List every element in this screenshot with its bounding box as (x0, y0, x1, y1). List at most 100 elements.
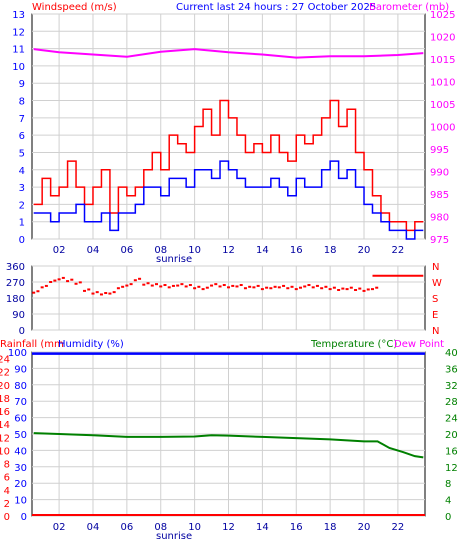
humidity-tick: 0 (21, 512, 27, 523)
direction-point (104, 292, 108, 295)
compass-label: E (432, 310, 438, 321)
direction-point (341, 287, 345, 290)
windspeed-tick: 4 (19, 166, 25, 177)
direction-point (214, 283, 218, 286)
temperature-tick: 36 (445, 364, 458, 375)
direction-point (133, 279, 137, 282)
x-tick-label: 20 (358, 245, 371, 256)
direction-point (188, 284, 192, 287)
direction-point (40, 286, 44, 289)
windspeed-tick: 13 (12, 10, 25, 21)
x-tick-label: 06 (120, 522, 133, 533)
direction-point (95, 291, 99, 294)
windspeed-tick: 10 (12, 62, 25, 73)
direction-point (366, 288, 370, 291)
direction-point (243, 287, 247, 290)
direction-point (218, 285, 222, 288)
direction-point (32, 291, 36, 294)
direction-point (197, 285, 201, 288)
windspeed-tick: 1 (19, 218, 25, 229)
direction-point (282, 284, 286, 287)
x-tick-label: 14 (256, 245, 269, 256)
direction-point (332, 286, 336, 289)
temperature-tick: 40 (445, 348, 458, 359)
humidity-rain-tick-labels: 0102030405060708090100024681012141618202… (0, 348, 27, 523)
temperature-tick: 16 (445, 446, 458, 457)
temperature-line (33, 432, 424, 459)
barometer-tick: 975 (430, 235, 449, 246)
rain-tick: 2 (4, 499, 10, 510)
rain-tick: 10 (0, 446, 10, 457)
barometer-tick: 995 (430, 145, 449, 156)
direction-point (70, 278, 74, 281)
humidity-tick: 90 (14, 364, 27, 375)
direction-point (205, 286, 209, 289)
temperature-tick: 8 (445, 479, 451, 490)
temperature-tick-labels: 0 4 8 12 16 20 24 28 32 36 40 (445, 348, 458, 523)
direction-point (337, 289, 341, 291)
rain-tick: 4 (4, 486, 10, 497)
direction-point (222, 284, 226, 287)
direction-point (163, 284, 167, 287)
direction-point (99, 293, 103, 296)
x-tick-label: 16 (290, 522, 303, 533)
humidity-tick: 50 (14, 430, 27, 441)
x-tick-label: 18 (324, 522, 337, 533)
sunrise-label-top: sunrise (156, 254, 192, 265)
direction-point (138, 277, 142, 280)
direction-point (87, 288, 91, 291)
direction-point (53, 279, 57, 282)
direction-point (324, 285, 328, 288)
temperature-tick: 20 (445, 430, 458, 441)
direction-gridlines (32, 265, 425, 331)
rain-tick: 18 (0, 394, 10, 405)
direction-point (176, 284, 180, 287)
x-tick-label: 20 (358, 522, 371, 533)
humidity-tick: 10 (14, 496, 27, 507)
x-tick-label: 02 (53, 522, 66, 533)
temperature-tick: 12 (445, 463, 458, 474)
barometer-tick: 980 (430, 213, 449, 224)
barometer-line (33, 48, 424, 59)
direction-point (227, 286, 230, 289)
wind-gridlines (32, 13, 425, 240)
direction-point (36, 290, 40, 293)
barometer-tick: 985 (430, 190, 449, 201)
barometer-tick: 1000 (430, 123, 455, 134)
x-tick-label: 12 (222, 245, 235, 256)
direction-point (210, 284, 214, 287)
direction-point (78, 281, 82, 284)
compass-label: N (432, 262, 439, 273)
direction-point (303, 285, 307, 288)
direction-point (290, 285, 294, 288)
x-tick-label: 04 (87, 245, 100, 256)
humidity-tick: 70 (14, 397, 27, 408)
x-tick-label: 10 (188, 245, 201, 256)
rain-tick: 20 (0, 381, 10, 392)
humidity-tick: 80 (14, 381, 27, 392)
direction-point (146, 282, 150, 285)
windspeed-tick: 7 (19, 114, 25, 125)
temperature-tick: 32 (445, 381, 458, 392)
rain-tick: 12 (0, 433, 10, 444)
direction-degree-tick: 360 (6, 262, 25, 273)
x-tick-label: 10 (188, 522, 201, 533)
direction-point (320, 287, 324, 290)
rain-tick: 16 (0, 407, 10, 418)
direction-point (358, 287, 362, 290)
direction-point (286, 287, 290, 290)
direction-point (83, 289, 87, 292)
direction-point (235, 285, 239, 288)
direction-point (328, 288, 332, 291)
direction-point (159, 285, 163, 288)
windspeed-tick: 2 (19, 200, 25, 211)
rain-tick: 6 (4, 473, 10, 484)
x-tick-label: 18 (324, 245, 337, 256)
temperature-tick: 4 (445, 496, 451, 507)
windspeed-tick: 8 (19, 97, 25, 108)
barometer-tick-labels: 975 980 985 990 995 1000 1005 1010 1015 1020 1025 (430, 10, 455, 246)
windspeed-tick: 6 (19, 131, 25, 142)
direction-point (345, 288, 349, 291)
